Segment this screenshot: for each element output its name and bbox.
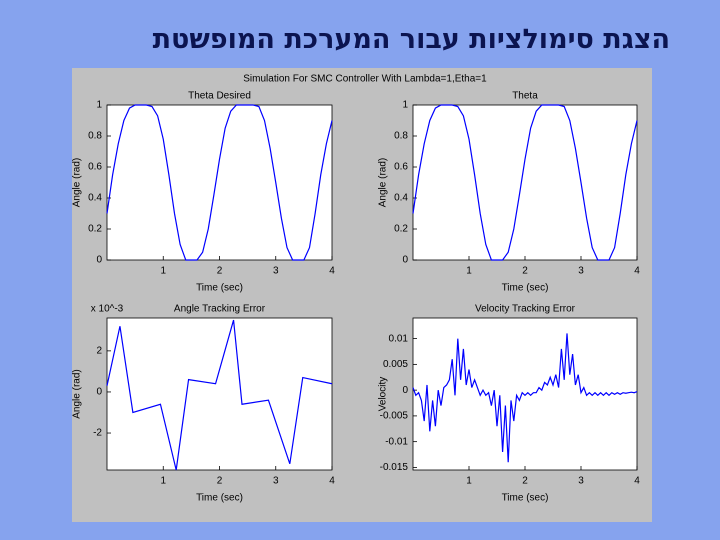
data-line bbox=[106, 104, 333, 261]
x-axis-label: Time (sec) bbox=[502, 283, 549, 294]
plot-title: Angle Tracking Error bbox=[174, 304, 266, 315]
y-axis-label: Angle (rad) bbox=[378, 158, 389, 207]
y-tick-label: 0.2 bbox=[394, 224, 408, 235]
y-tick-label: 0 bbox=[96, 255, 102, 266]
x-tick-label: 4 bbox=[634, 266, 640, 277]
plot-title: Theta bbox=[512, 91, 538, 102]
plot-area bbox=[106, 317, 333, 471]
plot-title: Velocity Tracking Error bbox=[475, 304, 576, 315]
plot-title: Theta Desired bbox=[188, 91, 251, 102]
x-tick-label: 1 bbox=[160, 266, 166, 277]
data-line bbox=[412, 104, 638, 261]
y-tick-label: 0.6 bbox=[394, 162, 408, 173]
x-tick-label: 2 bbox=[217, 266, 223, 277]
y-tick-label: 0.2 bbox=[88, 224, 102, 235]
y-tick-label: 0.6 bbox=[88, 162, 102, 173]
y-axis-label: Angle (rad) bbox=[72, 158, 83, 207]
y-tick-label: 2 bbox=[96, 346, 102, 357]
y-tick-label: -2 bbox=[93, 428, 102, 439]
plot-area bbox=[412, 104, 638, 261]
y-tick-label: 0.005 bbox=[383, 359, 408, 370]
x-tick-label: 3 bbox=[273, 266, 279, 277]
figure-title: Simulation For SMC Controller With Lambd… bbox=[243, 74, 487, 85]
plot-area bbox=[106, 104, 333, 261]
y-tick-label: 0.4 bbox=[88, 193, 102, 204]
x-tick-label: 1 bbox=[466, 476, 472, 487]
y-tick-label: 0 bbox=[402, 255, 408, 266]
x-tick-label: 2 bbox=[217, 476, 223, 487]
y-tick-label: -0.005 bbox=[380, 411, 409, 422]
x-tick-label: 3 bbox=[578, 476, 584, 487]
slide-title: הצגת סימולציות עבור המערכת המופשטת bbox=[152, 24, 670, 55]
x-tick-label: 1 bbox=[466, 266, 472, 277]
x-tick-label: 3 bbox=[578, 266, 584, 277]
y-tick-label: -0.015 bbox=[380, 462, 409, 473]
y-tick-label: 0.8 bbox=[394, 131, 408, 142]
y-axis-label: Angle (rad) bbox=[72, 369, 83, 418]
y-tick-label: 1 bbox=[402, 100, 408, 111]
y-tick-label: 0 bbox=[402, 385, 408, 396]
y-axis-label: Velocity bbox=[378, 377, 389, 411]
x-tick-label: 1 bbox=[160, 476, 166, 487]
y-tick-label: -0.01 bbox=[385, 436, 408, 447]
x-tick-label: 4 bbox=[329, 266, 335, 277]
x-tick-label: 4 bbox=[634, 476, 640, 487]
plot-area bbox=[412, 317, 638, 471]
x-axis-label: Time (sec) bbox=[196, 493, 243, 504]
y-tick-label: 0 bbox=[96, 387, 102, 398]
x-tick-label: 4 bbox=[329, 476, 335, 487]
data-line bbox=[412, 333, 638, 463]
data-line bbox=[106, 319, 333, 471]
x-axis-label: Time (sec) bbox=[502, 493, 549, 504]
y-tick-label: 0.8 bbox=[88, 131, 102, 142]
axis-annotation: x 10^-3 bbox=[91, 304, 124, 315]
x-tick-label: 3 bbox=[273, 476, 279, 487]
y-tick-label: 1 bbox=[96, 100, 102, 111]
x-tick-label: 2 bbox=[522, 266, 528, 277]
y-tick-label: 0.4 bbox=[394, 193, 408, 204]
y-tick-label: 0.01 bbox=[389, 333, 409, 344]
x-tick-label: 2 bbox=[522, 476, 528, 487]
x-axis-label: Time (sec) bbox=[196, 283, 243, 294]
